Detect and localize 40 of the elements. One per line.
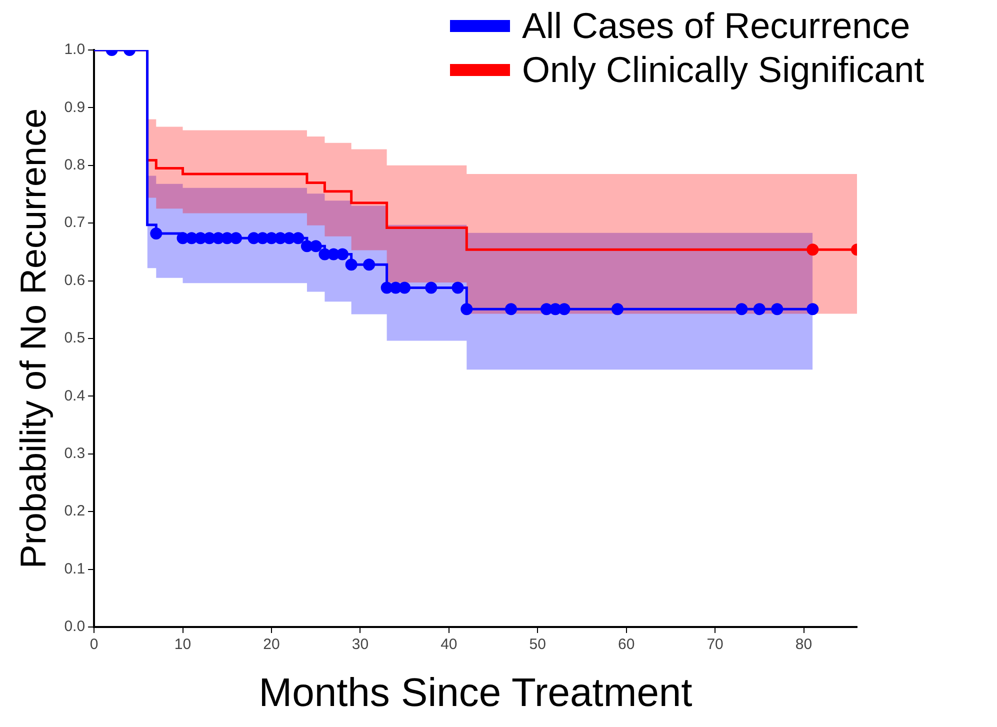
y-axis-title: Probability of No Recurrence (12, 108, 54, 569)
point (452, 282, 464, 294)
y-tick-label: 1.0 (64, 41, 86, 58)
y-tick-label: 0.8 (64, 156, 86, 174)
point (753, 303, 766, 316)
point (398, 282, 411, 294)
x-tick-label: 50 (529, 636, 546, 654)
x-tick-label: 20 (263, 636, 280, 654)
x-tick-label: 60 (618, 636, 635, 654)
point (505, 303, 518, 316)
legend-label: All Cases of Recurrence (522, 4, 910, 48)
y-tick-label: 0.2 (64, 502, 86, 520)
x-tick-label: 40 (440, 636, 458, 654)
y-tick-label: 0.6 (64, 272, 86, 289)
point (425, 282, 438, 294)
y-tick-label: 0.3 (64, 445, 86, 462)
point (736, 303, 748, 316)
point (345, 258, 358, 271)
y-tick-label: 0.5 (64, 330, 86, 347)
point (150, 227, 162, 240)
x-tick-label: 0 (90, 636, 98, 654)
x-tick-label: 80 (795, 636, 812, 654)
x-tick-label: 10 (174, 636, 192, 654)
x-axis-title: Months Since Treatment (258, 671, 692, 716)
point (310, 240, 322, 252)
y-tick-label: 0.7 (64, 214, 86, 232)
y-tick-label: 0.1 (64, 560, 86, 578)
x-tick-label: 30 (352, 636, 369, 654)
point (292, 232, 304, 244)
y-tick-label: 0.9 (64, 98, 86, 116)
point (611, 303, 624, 316)
y-tick-label: 0.4 (64, 387, 86, 404)
x-tick-label: 70 (706, 636, 724, 654)
point (806, 303, 819, 316)
point (363, 258, 376, 271)
point (771, 303, 784, 316)
legend-label: Only Clinically Significant (522, 48, 924, 92)
point (558, 303, 570, 316)
point (460, 303, 473, 316)
y-tick-label: 0.0 (64, 618, 86, 636)
